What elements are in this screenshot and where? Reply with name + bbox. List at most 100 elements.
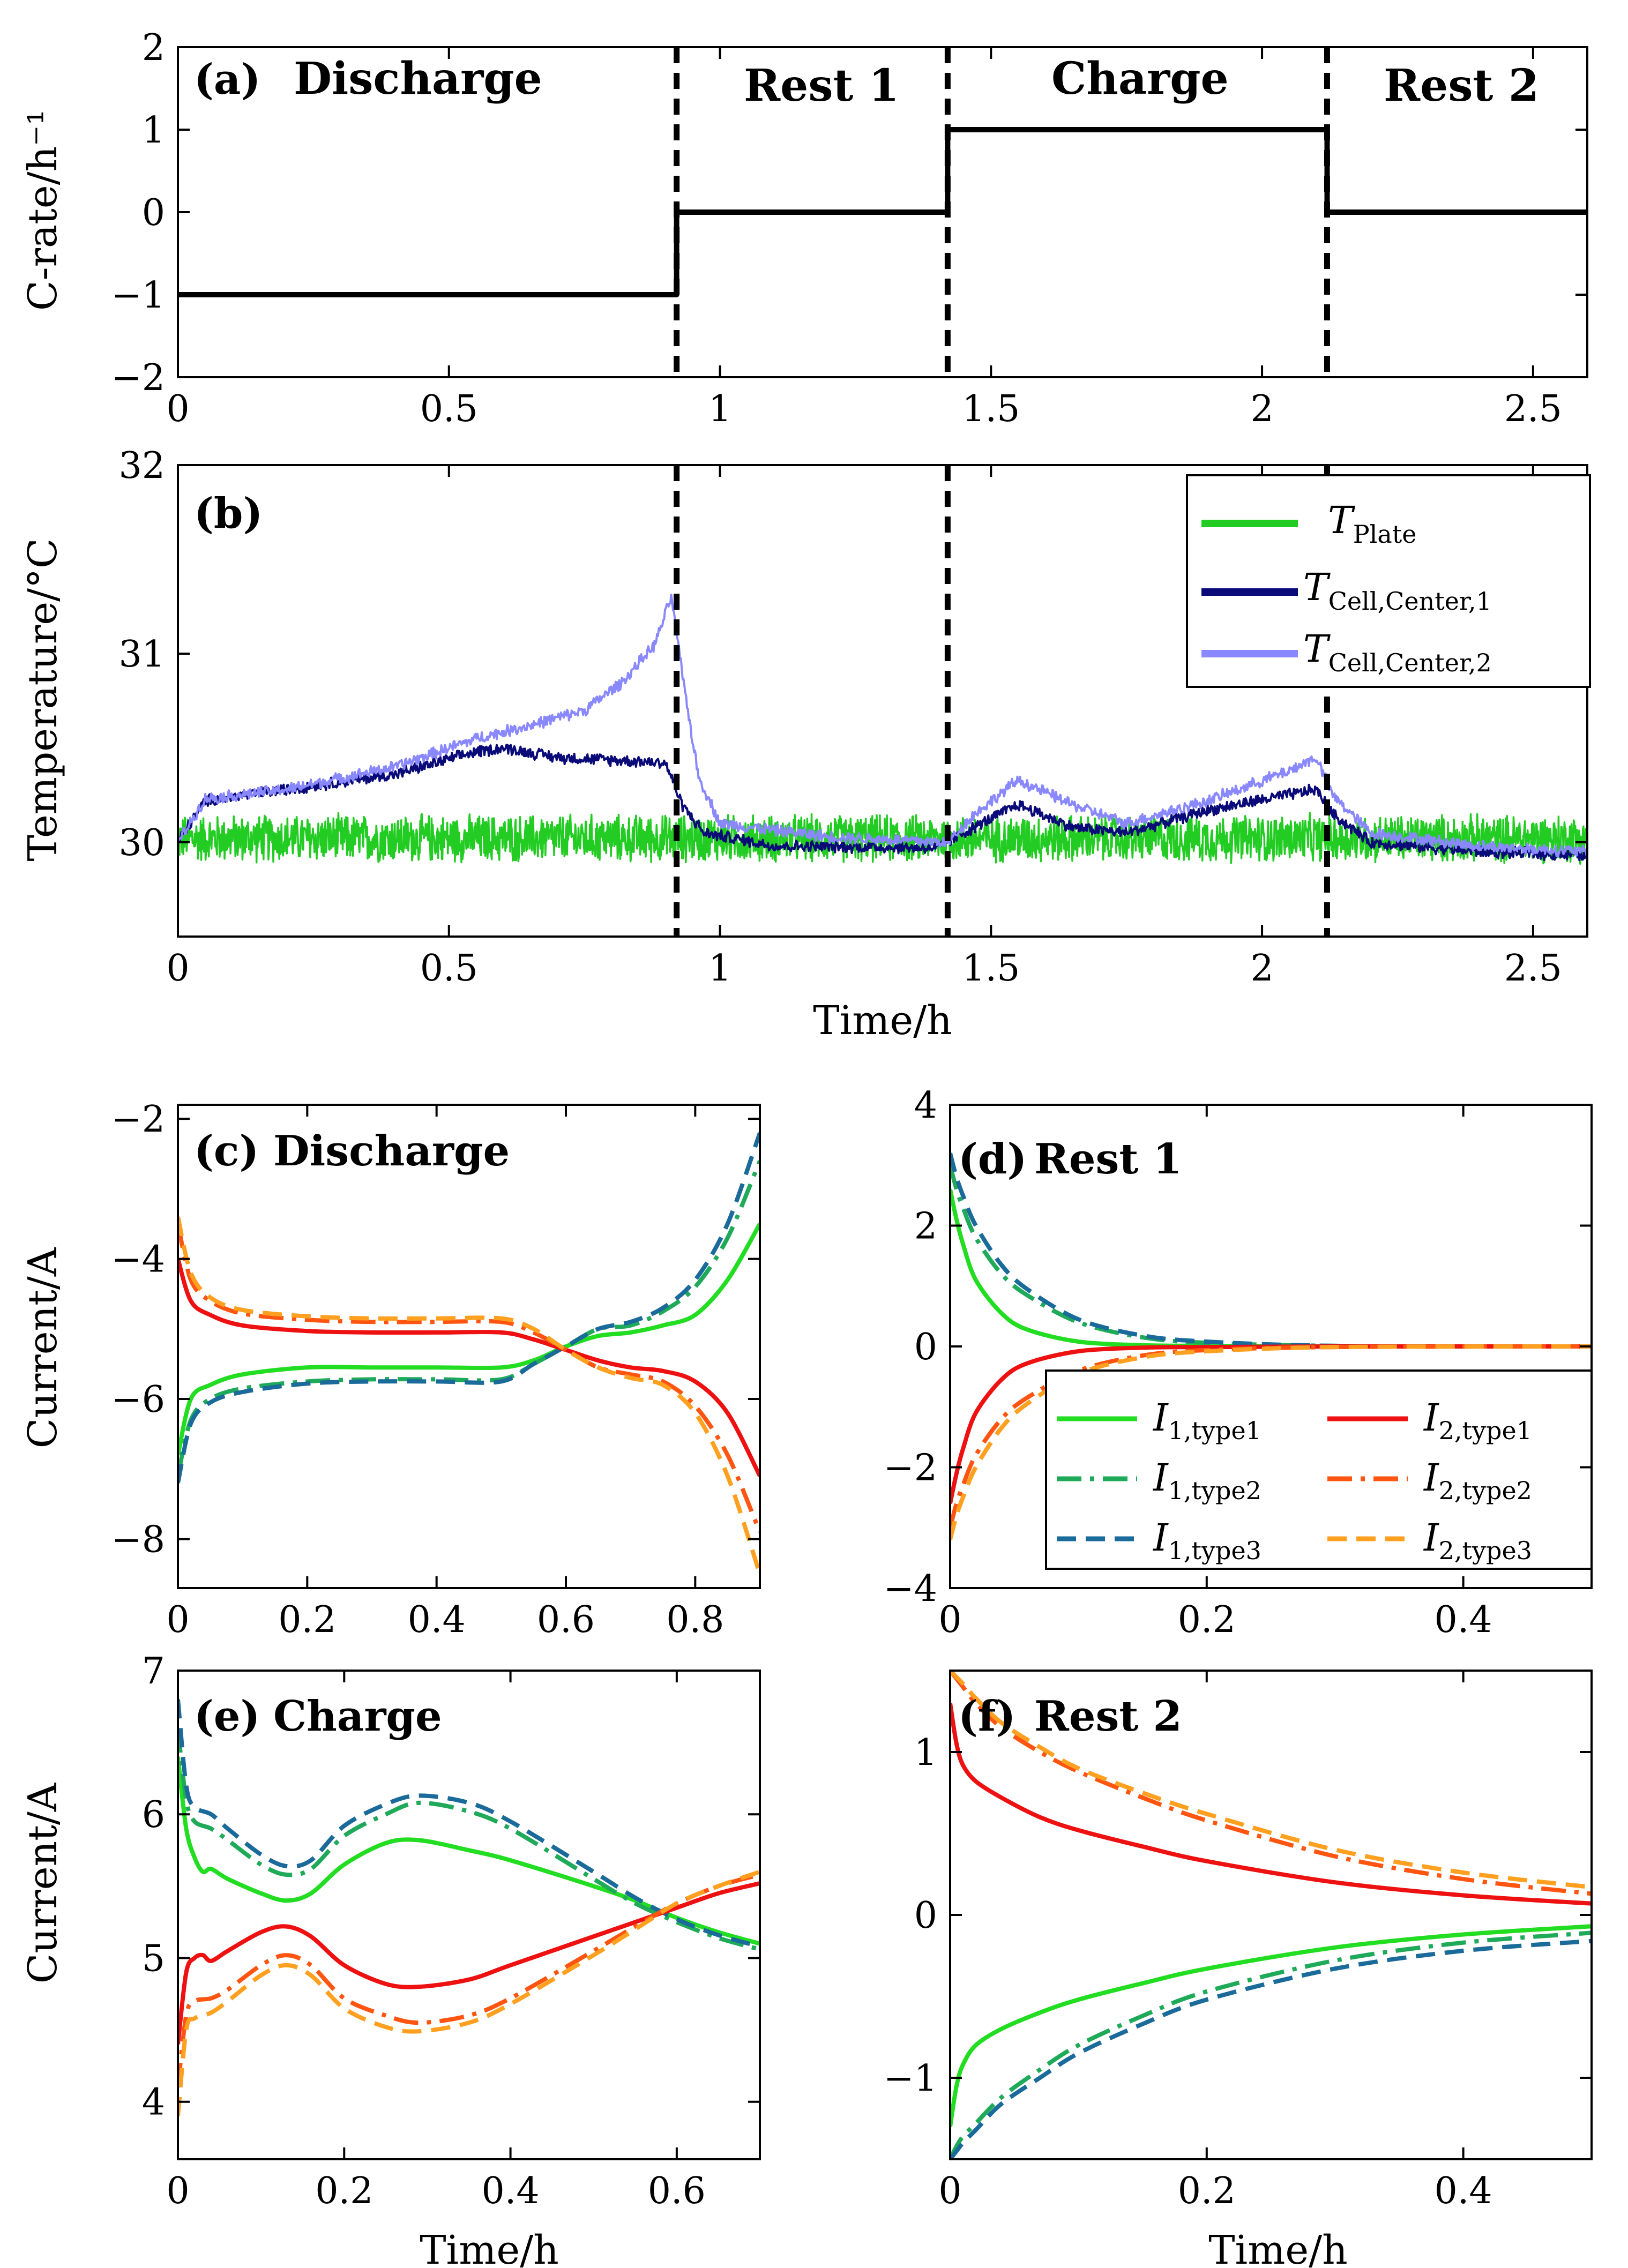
series-line-d-i1-type3 (950, 1152, 1592, 1349)
panel-c-title: Discharge (273, 1127, 510, 1176)
y-tick-label-d-1: −2 (884, 1447, 937, 1489)
panel-d-label: (d) (958, 1135, 1027, 1184)
panel-c-plot-area (178, 1132, 760, 1575)
y-tick-label-a-0: −2 (111, 357, 165, 399)
y-tick-label-f-2: 1 (914, 1732, 937, 1774)
panel-b-temperature-chart: (b) Temperature/°C Time/h 0 0.5 1 1.5 2 2.5 30… (20, 445, 1591, 1044)
panel-d-legend: I1,type1I1,type2I1,type3I2,type1I2,type2… (1045, 1369, 1593, 1570)
series-line-e-i2-type2 (178, 1873, 760, 2088)
x-tick-label-e-1: 0.2 (315, 2170, 373, 2212)
series-line-f-i1-type2 (950, 1930, 1592, 2159)
legend-label-cell2-sub: Cell,Center,2 (1328, 648, 1492, 677)
x-tick-label-b-0: 0 (166, 947, 189, 990)
panel-f-rest2-chart: (f) Rest 2 Time/h 0 0.2 0.4 −1 0 1 (884, 1670, 1593, 2268)
series-line-e-i1-type3 (178, 1699, 760, 1949)
x-tick-label-c-4: 0.8 (666, 1599, 724, 1641)
x-tick-label-c-3: 0.6 (537, 1599, 595, 1641)
series-line-c-i2-type1 (178, 1258, 760, 1477)
panel-f-plot-area (950, 1671, 1592, 2159)
panel-d-title: Rest 1 (1034, 1135, 1182, 1184)
y-tick-label-b-1: 31 (118, 633, 165, 676)
panel-e-charge-chart: (e) Charge Current/A Time/h 0 0.2 0.4 0.6 4 5… (20, 1650, 761, 2268)
x-tick-label-e-2: 0.4 (481, 2170, 539, 2212)
panel-a-ylabel: C-rate/h⁻¹ (20, 109, 66, 311)
series-line-d-i2-type2 (950, 1344, 1592, 1529)
legend-label-sub: 1,type2 (1168, 1476, 1261, 1505)
x-tick-label-d-2: 0.4 (1435, 1599, 1492, 1641)
x-tick-label-f-1: 0.2 (1178, 2170, 1236, 2212)
series-line-e-i1-type2 (178, 1727, 760, 1952)
legend-label-i1-type1: I1,type1 (1152, 1396, 1261, 1445)
legend-label-i2-type2: I2,type2 (1423, 1456, 1532, 1505)
x-tick-label-d-0: 0 (938, 1599, 961, 1641)
legend-label-cell1: TCell,Center,1 (1303, 565, 1492, 616)
y-tick-label-d-4: 4 (914, 1084, 937, 1127)
legend-label-main: I (1423, 1456, 1439, 1500)
series-line-c-i2-type2 (178, 1223, 760, 1533)
panel-d-legend-box (1045, 1369, 1593, 1570)
panel-b-label: (b) (194, 489, 263, 538)
y-tick-label-a-2: 0 (142, 192, 165, 234)
legend-label-main: I (1152, 1516, 1169, 1560)
y-tick-label-e-3: 7 (142, 1650, 165, 1693)
panel-e-label: (e) (194, 1692, 260, 1741)
x-tick-label-a-4: 2 (1250, 388, 1273, 430)
legend-label-sub: 2,type1 (1439, 1416, 1532, 1445)
series-line-b-t-0 (178, 812, 1587, 865)
y-tick-label-c-1: −6 (111, 1379, 165, 1421)
y-tick-label-b-2: 32 (118, 445, 165, 487)
y-tick-label-e-1: 5 (142, 1937, 165, 1980)
legend-label-i2-type3: I2,type3 (1423, 1516, 1532, 1565)
legend-label-main: I (1152, 1396, 1169, 1440)
series-line-e-i1-type1 (178, 1756, 760, 1946)
x-tick-label-b-3: 1.5 (962, 947, 1020, 990)
legend-label-main: I (1152, 1456, 1169, 1500)
x-tick-label-b-2: 1 (708, 947, 731, 990)
panel-b-legend: T Plate TCell,Center,1 TCell,Center,2 (1186, 474, 1591, 688)
y-tick-label-d-3: 2 (914, 1206, 937, 1248)
panel-b-ylabel: Temperature/°C (20, 538, 66, 861)
series-line-b-t-2 (178, 593, 1587, 858)
panel-f-xlabel: Time/h (1208, 2227, 1348, 2268)
x-tick-label-a-1: 0.5 (420, 388, 478, 430)
y-tick-label-a-1: −1 (111, 274, 165, 317)
x-tick-label-a-3: 1.5 (962, 388, 1020, 430)
legend-label-cell2: TCell,Center,2 (1303, 627, 1492, 677)
series-line-c-i1-type3 (178, 1132, 760, 1484)
x-tick-label-e-3: 0.6 (648, 2170, 706, 2212)
y-tick-label-b-0: 30 (118, 822, 165, 864)
series-line-f-i1-type1 (950, 1924, 1592, 2127)
y-tick-label-f-1: 0 (914, 1895, 937, 1937)
panel-e-axes-frame (177, 1670, 761, 2160)
y-tick-label-c-3: −2 (111, 1098, 165, 1141)
legend-label-sub: 1,type3 (1168, 1536, 1261, 1565)
panel-c-ylabel: Current/A (20, 1247, 66, 1448)
phase-label-discharge: Discharge (294, 53, 542, 104)
series-line-f-i2-type1 (950, 1703, 1592, 1906)
series-line-e-i2-type3 (178, 1869, 760, 2116)
x-tick-label-e-0: 0 (166, 2170, 189, 2212)
panel-b-xlabel: Time/h (813, 998, 952, 1044)
panel-e-ylabel: Current/A (20, 1782, 66, 1983)
legend-label-i2-type1: I2,type1 (1423, 1396, 1532, 1445)
x-tick-label-c-2: 0.4 (408, 1599, 466, 1641)
legend-label-cell1-sub: Cell,Center,1 (1328, 587, 1492, 616)
y-tick-label-e-0: 4 (142, 2082, 165, 2124)
panel-e-title: Charge (273, 1692, 442, 1741)
legend-label-main: I (1423, 1516, 1439, 1560)
y-tick-label-c-0: −8 (111, 1518, 165, 1561)
y-tick-label-f-0: −1 (884, 2057, 937, 2100)
panel-a-crate-chart: (a) Discharge Rest 1 Charge Rest 2 C-rat… (20, 27, 1588, 430)
legend-label-sub: 1,type1 (1168, 1416, 1261, 1445)
legend-label-cell2-main: T (1303, 627, 1331, 671)
panel-c-label: (c) (194, 1127, 259, 1176)
legend-label-main: I (1423, 1396, 1439, 1440)
legend-label-plate-sub: Plate (1353, 520, 1417, 549)
panel-c-discharge-chart: (c) Discharge Current/A 0 0.2 0.4 0.6 0.8 −8 −… (20, 1098, 761, 1641)
y-tick-label-d-0: −4 (884, 1568, 937, 1610)
panel-b-plot-area (178, 593, 1587, 865)
x-tick-label-c-1: 0.2 (278, 1599, 336, 1641)
y-tick-label-a-4: 2 (142, 27, 165, 69)
legend-label-i1-type2: I1,type2 (1152, 1456, 1261, 1505)
